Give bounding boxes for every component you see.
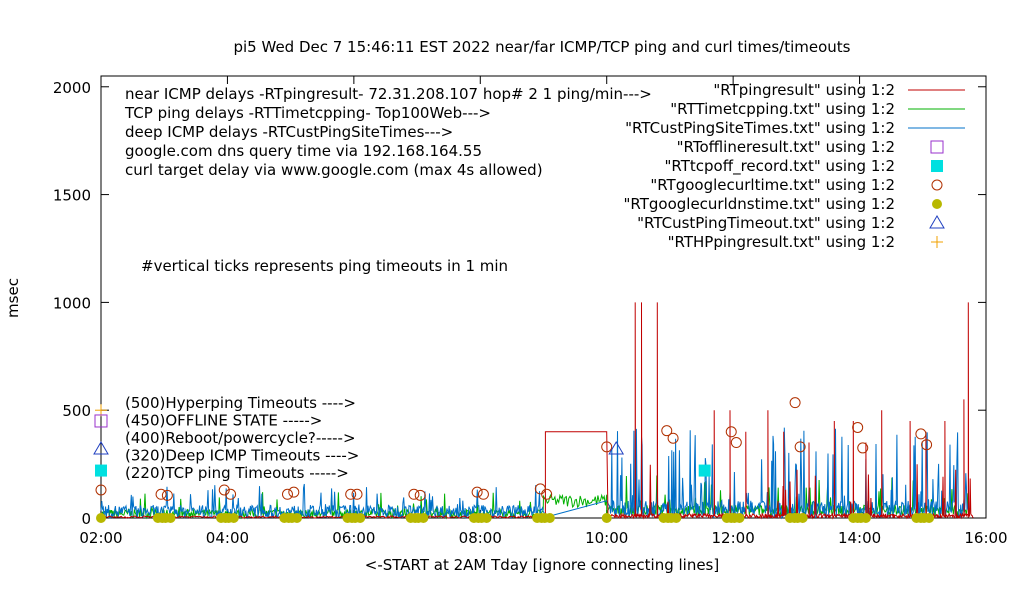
curl-point <box>730 437 742 449</box>
legend-swatch-marker <box>931 179 943 191</box>
curl-point <box>471 486 483 498</box>
legend: "RTpingresult" using 1:2"RTTimetcpping.t… <box>623 81 965 251</box>
x-tick-label: 04:00 <box>206 529 249 547</box>
y-tick-label: 1000 <box>53 294 91 312</box>
curl-point <box>161 489 173 501</box>
y-tick-label: 0 <box>81 510 91 528</box>
legend-swatch-marker <box>929 215 945 229</box>
dns-point <box>797 513 808 523</box>
dns-point <box>924 513 935 523</box>
series-layer <box>93 302 974 523</box>
curl-point <box>225 488 237 500</box>
dns-point <box>601 513 612 523</box>
curl-point <box>725 426 737 438</box>
curl-point <box>281 488 293 500</box>
tcp-timeout-point <box>95 464 107 477</box>
curl-point <box>477 488 489 500</box>
legend-swatch-marker <box>931 160 943 172</box>
dns-point <box>228 513 239 523</box>
curl-point <box>541 488 553 500</box>
x-tick-label: 16:00 <box>964 529 1007 547</box>
legend-swatch-marker <box>930 140 944 154</box>
y-tick-label: 1500 <box>53 187 91 205</box>
curl-point <box>408 488 420 500</box>
legend-entry-label: "RTgooglecurltime.txt" using 1:2 <box>650 176 895 194</box>
dns-point <box>544 513 555 523</box>
tcp-timeout-point <box>698 464 711 477</box>
key-line: (400)Reboot/powercycle?-----> <box>125 429 356 447</box>
deep-timeout-point <box>93 441 109 455</box>
curl-point <box>852 421 864 433</box>
dns-point <box>734 513 745 523</box>
legend-entry-label: "RTtcpoff_record.txt" using 1:2 <box>665 157 895 176</box>
offline-point <box>94 414 108 428</box>
info-line: deep ICMP delays -RTCustPingSiteTimes---… <box>125 123 453 141</box>
x-tick-label: 02:00 <box>79 529 122 547</box>
info-line: near ICMP delays -RTpingresult- 72.31.20… <box>125 85 652 103</box>
y-axis-label: msec <box>4 278 22 318</box>
x-tick-label: 06:00 <box>332 529 375 547</box>
x-tick-label: 12:00 <box>712 529 755 547</box>
legend-entry-label: "RTCustPingSiteTimes.txt" using 1:2 <box>625 119 895 137</box>
curl-point <box>288 486 300 498</box>
curl-point <box>661 425 673 437</box>
y-tick-label: 2000 <box>53 79 91 97</box>
key-line: (320)Deep ICMP Timeouts ----> <box>125 447 359 465</box>
curl-point <box>414 489 426 501</box>
dns-point <box>355 513 366 523</box>
curl-point <box>794 441 806 453</box>
dns-point <box>860 513 871 523</box>
curl-point <box>345 488 357 500</box>
info-line: google.com dns query time via 192.168.16… <box>125 142 482 160</box>
x-tick-label: 10:00 <box>585 529 628 547</box>
annotation-text: #vertical ticks represents ping timeouts… <box>141 257 508 275</box>
key-line: (220)TCP ping Timeouts -----> <box>125 464 349 482</box>
legend-swatch-marker <box>931 236 943 248</box>
legend-entry-label: "RTCustPingTimeout.txt" using 1:2 <box>637 214 895 232</box>
legend-entry-label: "RTofflineresult.txt" using 1:2 <box>677 138 895 156</box>
curl-point <box>921 439 933 451</box>
hyperping-point <box>95 404 107 417</box>
dns-point <box>671 513 682 523</box>
curl-point <box>351 488 363 500</box>
dns-point <box>165 513 176 523</box>
curl-point <box>155 488 167 500</box>
x-axis-label: <-START at 2AM Tday [ignore connecting l… <box>365 556 719 574</box>
x-tick-label: 14:00 <box>838 529 881 547</box>
legend-entry-label: "RTgooglecurldnstime.txt" using 1:2 <box>623 195 895 213</box>
key-line: (450)OFFLINE STATE -----> <box>125 412 322 430</box>
dns-point <box>481 513 492 523</box>
chart-title: pi5 Wed Dec 7 15:46:11 EST 2022 near/far… <box>233 38 850 56</box>
y-tick-label: 500 <box>62 402 91 420</box>
timeout-key: (500)Hyperping Timeouts ---->(450)OFFLIN… <box>125 394 359 482</box>
info-line: TCP ping delays -RTTimetcpping- Top100We… <box>124 104 491 122</box>
info-text-block: near ICMP delays -RTpingresult- 72.31.20… <box>124 85 652 179</box>
dns-point <box>96 513 106 523</box>
legend-entry-label: "RTpingresult" using 1:2 <box>713 81 895 99</box>
dns-point <box>418 513 429 523</box>
legend-entry-label: "RTTimetcpping.txt" using 1:2 <box>670 100 895 118</box>
curl-point <box>95 484 107 496</box>
x-tick-label: 08:00 <box>459 529 502 547</box>
dns-point <box>291 513 302 523</box>
curl-point <box>857 442 869 454</box>
key-line: (500)Hyperping Timeouts ----> <box>125 394 356 412</box>
info-line: curl target delay via www.google.com (ma… <box>125 161 543 179</box>
curl-point <box>534 483 546 495</box>
curl-point <box>667 432 679 444</box>
curl-point <box>601 441 613 453</box>
legend-entry-label: "RTHPpingresult.txt" using 1:2 <box>668 233 895 251</box>
axes-frame: 0 500 1000 1500 2000 02:00 04:00 06:00 08:00 10:0… <box>53 75 1008 547</box>
deep-timeout-point <box>608 441 625 455</box>
legend-swatch-marker <box>932 199 942 209</box>
curl-point <box>218 484 230 496</box>
series-line-pingresult <box>100 302 974 520</box>
curl-point <box>915 428 927 440</box>
curl-point <box>789 397 801 409</box>
